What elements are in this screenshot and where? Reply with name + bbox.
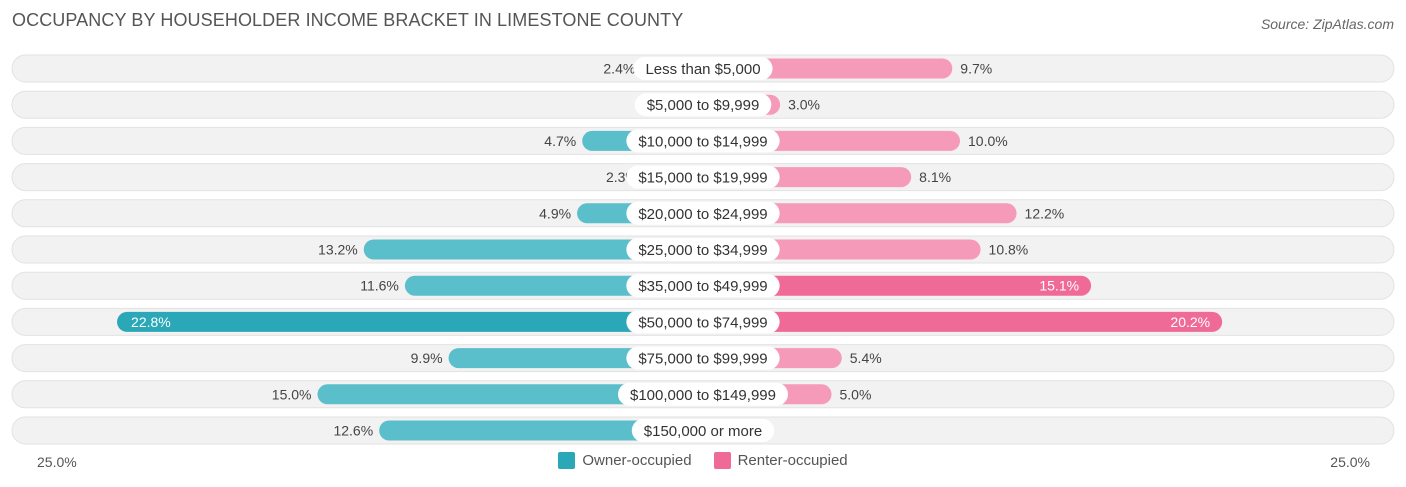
renter-value-label-20-000-to-24-999: 12.2% xyxy=(1025,205,1065,221)
legend-item-owner: Owner-occupied xyxy=(558,452,692,469)
category-label-35-000-to-49-999: $35,000 to $49,999 xyxy=(638,278,767,295)
category-pill-50-000-to-74-999 xyxy=(626,310,780,334)
renter-value-label-5-000-to-9-999: 3.0% xyxy=(788,97,820,113)
category-pill-less-than-5-000 xyxy=(633,57,773,80)
renter-value-label-100-000-to-149-999: 5.0% xyxy=(840,386,872,402)
category-pill-20-000-to-24-999 xyxy=(626,201,780,225)
source-credit: Source: ZipAtlas.com xyxy=(1260,16,1394,32)
category-pill-5-000-to-9-999 xyxy=(634,93,772,117)
diverging-bar-chart: 2.4%9.7%Less than $5,0000.75%3.0%$5,000 … xyxy=(11,54,1395,445)
category-label-50-000-to-74-999: $50,000 to $74,999 xyxy=(638,314,767,331)
category-label-75-000-to-99-999: $75,000 to $99,999 xyxy=(638,351,767,368)
axis-left-max-label: 25.0% xyxy=(37,454,77,470)
owner-bar-50-000-to-74-999 xyxy=(117,311,704,332)
owner-value-label-20-000-to-24-999: 4.9% xyxy=(539,205,571,221)
category-label-100-000-to-149-999: $100,000 to $149,999 xyxy=(630,387,776,404)
renter-value-label-15-000-to-19-999: 8.1% xyxy=(919,169,951,185)
renter-swatch xyxy=(713,452,731,469)
category-label-150-000-or-more: $150,000 or more xyxy=(644,423,762,440)
owner-value-label-100-000-to-149-999: 15.0% xyxy=(272,386,312,402)
category-pill-35-000-to-49-999 xyxy=(626,274,780,298)
category-label-5-000-to-9-999: $5,000 to $9,999 xyxy=(647,97,760,114)
axis-right-max-label: 25.0% xyxy=(1330,454,1370,470)
renter-value-label-less-than-5-000: 9.7% xyxy=(960,61,992,77)
renter-value-label-75-000-to-99-999: 5.4% xyxy=(850,350,882,366)
renter-value-label-35-000-to-49-999: 15.1% xyxy=(1039,278,1079,294)
owner-bar-25-000-to-34-999 xyxy=(363,239,703,260)
category-label-10-000-to-14-999: $10,000 to $14,999 xyxy=(638,133,767,150)
category-pill-15-000-to-19-999 xyxy=(626,165,780,189)
category-label-15-000-to-19-999: $15,000 to $19,999 xyxy=(638,170,767,187)
owner-value-label-25-000-to-34-999: 13.2% xyxy=(318,242,358,258)
category-pill-75-000-to-99-999 xyxy=(626,346,780,370)
chart-title: OCCUPANCY BY HOUSEHOLDER INCOME BRACKET … xyxy=(12,10,684,30)
renter-value-label-25-000-to-34-999: 10.8% xyxy=(989,242,1029,258)
owner-value-label-50-000-to-74-999: 22.8% xyxy=(131,314,171,330)
owner-bar-150-000-or-more xyxy=(379,420,703,441)
owner-bar-100-000-to-149-999 xyxy=(317,384,703,405)
renter-value-label-50-000-to-74-999: 20.2% xyxy=(1170,314,1210,330)
category-pill-100-000-to-149-999 xyxy=(618,382,788,406)
renter-value-label-10-000-to-14-999: 10.0% xyxy=(968,133,1008,149)
category-pill-25-000-to-34-999 xyxy=(626,238,780,261)
category-pill-10-000-to-14-999 xyxy=(626,129,780,153)
legend-item-renter: Renter-occupied xyxy=(713,452,848,469)
renter-bar-20-000-to-24-999 xyxy=(703,203,1017,224)
legend-renter-label: Renter-occupied xyxy=(737,452,848,469)
owner-value-label-75-000-to-99-999: 9.9% xyxy=(411,350,443,366)
legend-owner-label: Owner-occupied xyxy=(582,452,692,469)
owner-value-label-35-000-to-49-999: 11.6% xyxy=(360,278,399,294)
owner-value-label-150-000-or-more: 12.6% xyxy=(333,423,373,439)
category-label-25-000-to-34-999: $25,000 to $34,999 xyxy=(638,242,767,259)
category-label-20-000-to-24-999: $20,000 to $24,999 xyxy=(638,206,767,223)
renter-bar-35-000-to-49-999 xyxy=(703,275,1092,296)
renter-bar-50-000-to-74-999 xyxy=(703,311,1223,332)
category-label-less-than-5-000: Less than $5,000 xyxy=(645,61,760,78)
legend: Owner-occupied Renter-occupied xyxy=(0,452,1406,469)
owner-value-label-10-000-to-14-999: 4.7% xyxy=(544,133,576,149)
owner-value-label-less-than-5-000: 2.4% xyxy=(603,61,635,77)
owner-swatch xyxy=(558,452,576,469)
category-pill-150-000-or-more xyxy=(631,419,775,442)
